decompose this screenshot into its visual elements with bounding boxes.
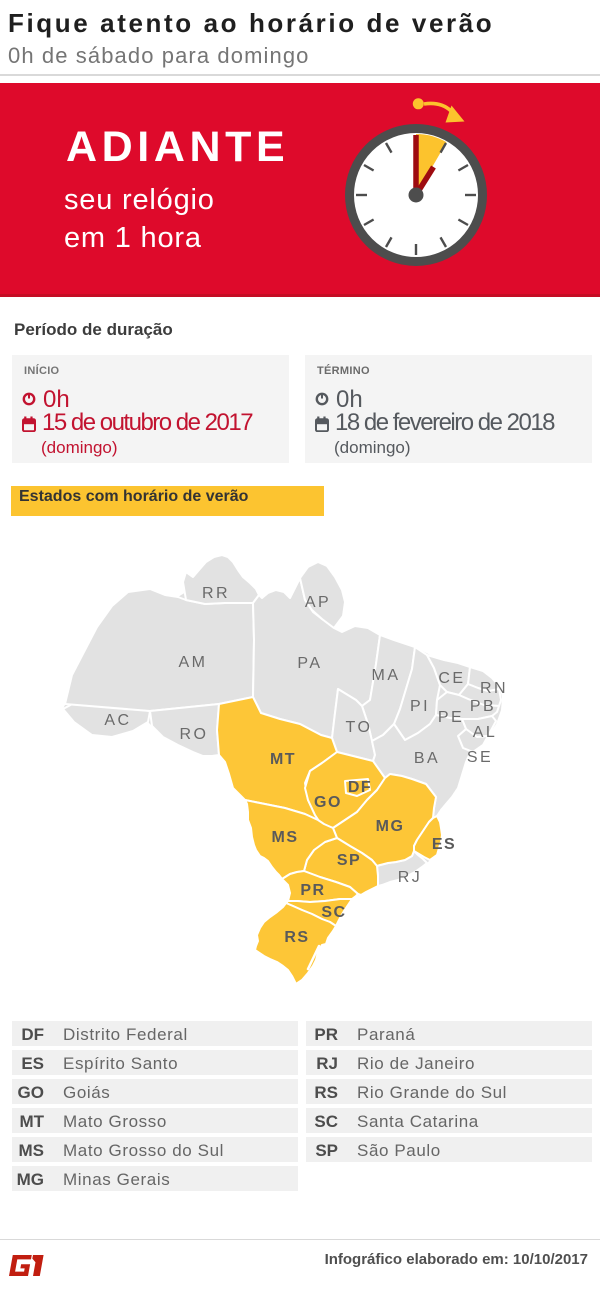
svg-text:RO: RO (180, 726, 209, 743)
svg-text:DF: DF (348, 779, 372, 796)
svg-text:GO: GO (314, 794, 342, 811)
svg-text:MG: MG (376, 818, 405, 835)
svg-text:MA: MA (372, 667, 401, 684)
svg-text:AL: AL (473, 724, 498, 741)
svg-text:MT: MT (270, 751, 296, 768)
svg-text:PB: PB (470, 698, 496, 715)
svg-text:AM: AM (179, 654, 208, 671)
svg-text:TO: TO (346, 719, 373, 736)
svg-text:RR: RR (202, 585, 230, 602)
svg-text:PE: PE (438, 709, 464, 726)
svg-text:CE: CE (438, 670, 465, 687)
svg-text:PR: PR (300, 882, 325, 899)
svg-text:AC: AC (104, 712, 131, 729)
svg-text:SC: SC (321, 904, 346, 921)
svg-text:RJ: RJ (398, 869, 423, 886)
svg-text:AP: AP (305, 594, 331, 611)
svg-text:PI: PI (410, 698, 430, 715)
svg-text:ES: ES (432, 836, 456, 853)
svg-text:SP: SP (337, 852, 361, 869)
svg-text:PA: PA (297, 655, 322, 672)
svg-text:BA: BA (414, 750, 440, 767)
svg-text:RN: RN (480, 680, 508, 697)
svg-text:RS: RS (284, 929, 309, 946)
svg-text:MS: MS (272, 829, 299, 846)
svg-text:SE: SE (467, 749, 493, 766)
